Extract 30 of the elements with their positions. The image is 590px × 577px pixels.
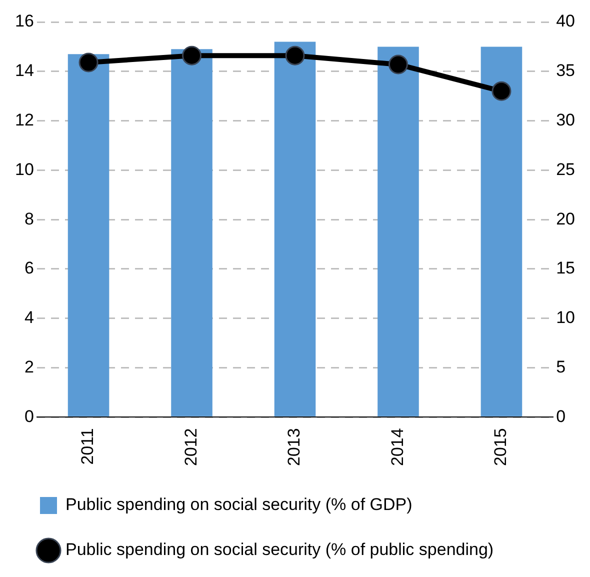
y-tick-label: 10 — [14, 160, 34, 179]
point — [182, 46, 202, 66]
legend-label: Public spending on social security (% of GDP) — [66, 495, 412, 514]
y-tick-label: 0 — [24, 406, 34, 426]
y-tick-label: 14 — [14, 61, 34, 80]
y2-tick-label: 0 — [556, 406, 566, 426]
y2-tick-label: 20 — [556, 209, 576, 228]
x-tick-label: 2012 — [181, 428, 200, 466]
point — [78, 52, 98, 72]
y-tick-label: 6 — [24, 258, 34, 278]
y2-tick-label: 40 — [556, 12, 576, 31]
x-tick-label: 2011 — [78, 428, 98, 465]
y2-tick-label: 15 — [556, 258, 576, 278]
point — [492, 81, 512, 101]
point — [388, 54, 408, 74]
point — [285, 46, 305, 66]
y-tick-label: 16 — [14, 12, 34, 31]
y2-tick-label: 35 — [556, 61, 576, 80]
y-tick-label: 4 — [24, 308, 34, 328]
y2-tick-label: 30 — [556, 110, 576, 130]
y2-tick-label: 10 — [556, 308, 576, 328]
y-tick-label: 12 — [14, 110, 34, 130]
y2-tick-label: 5 — [556, 357, 566, 376]
x-tick-label: 2015 — [491, 428, 510, 466]
y2-tick-label: 25 — [556, 160, 576, 179]
y-tick-label: 2 — [24, 357, 34, 376]
x-tick-label: 2014 — [388, 428, 407, 466]
legend-label: Public spending on social security (% of public spending) — [66, 540, 494, 560]
x-tick-label: 2013 — [284, 428, 304, 466]
y-tick-label: 8 — [24, 209, 34, 228]
